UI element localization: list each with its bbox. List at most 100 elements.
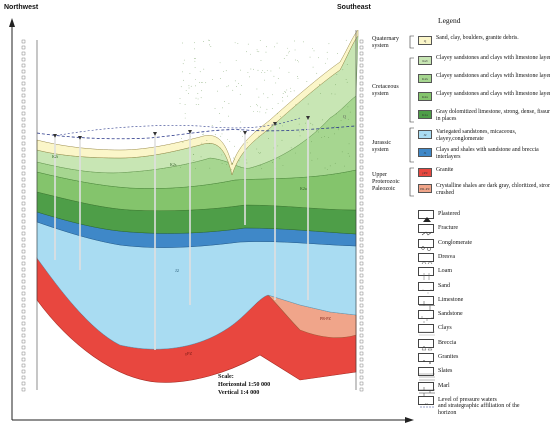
scale-tick <box>359 291 364 296</box>
scale-tick <box>21 363 26 368</box>
scale-tick <box>359 237 364 242</box>
stipple-dot <box>287 95 289 97</box>
pressure-water-icon: J2 <box>418 395 434 408</box>
stipple-dot <box>298 123 300 125</box>
stipple-dot <box>338 129 339 131</box>
stipple-dot <box>334 162 336 164</box>
stipple-dot <box>179 102 181 104</box>
stipple-dot <box>240 166 242 168</box>
stipple-dot <box>203 68 205 70</box>
stipple-dot <box>288 71 290 73</box>
stipple-dot <box>201 142 203 144</box>
stipple-dot <box>195 103 197 105</box>
stipple-dot <box>199 71 201 73</box>
stipple-dot <box>345 39 347 41</box>
stipple-dot <box>226 86 228 88</box>
stipple-dot <box>303 130 305 132</box>
stipple-dot <box>259 153 261 154</box>
stipple-dot <box>346 81 348 83</box>
stipple-dot <box>194 60 196 62</box>
stipple-dot <box>260 60 262 61</box>
stipple-dot <box>327 58 328 60</box>
scale-tick <box>21 381 26 386</box>
stipple-dot <box>210 46 212 47</box>
stipple-dot <box>195 85 196 87</box>
legend-title: Legend <box>438 16 461 25</box>
stipple-dot <box>313 50 315 52</box>
stipple-dot <box>319 84 320 85</box>
scale-tick <box>359 327 364 332</box>
legend-unit-text: Crystalline shales are dark gray, chlori… <box>436 183 550 196</box>
legend-swatch: K2a <box>418 92 432 101</box>
stipple-dot <box>246 51 247 53</box>
scale-tick <box>21 333 26 338</box>
scale-tick <box>359 153 364 158</box>
stipple-dot <box>250 68 252 70</box>
scale-tick <box>21 213 26 218</box>
stipple-dot <box>277 145 279 147</box>
legend-symbol-label: Slates <box>438 368 453 375</box>
scale-tick <box>21 375 26 380</box>
scale-tick <box>359 339 364 344</box>
stipple-dot <box>238 83 239 84</box>
sandstone-icon <box>418 310 434 323</box>
stipple-dot <box>297 76 298 77</box>
stipple-dot <box>274 46 275 48</box>
stipple-dot <box>346 64 348 65</box>
stipple-dot <box>234 159 235 161</box>
sand-icon <box>418 281 434 293</box>
stipple-dot <box>335 84 336 86</box>
stipple-dot <box>271 108 273 109</box>
legend-swatch: J2 <box>418 130 432 139</box>
stipple-dot <box>182 71 183 73</box>
stipple-dot <box>231 169 232 171</box>
stipple-dot <box>224 101 225 102</box>
stipple-dot <box>256 50 258 52</box>
stipple-dot <box>256 88 258 90</box>
stipple-dot <box>226 163 228 165</box>
well-head-marker <box>53 134 57 138</box>
stipple-dot <box>182 63 184 65</box>
scale-tick <box>359 195 364 200</box>
stipple-dot <box>340 120 342 121</box>
stipple-dot <box>347 106 349 108</box>
scale-tick <box>21 285 26 290</box>
stipple-dot <box>335 127 337 128</box>
stipple-dot <box>282 125 283 127</box>
stipple-dot <box>198 104 200 105</box>
scale-tick <box>359 285 364 290</box>
stipple-dot <box>229 141 231 142</box>
scale-tick <box>359 225 364 230</box>
stipple-dot <box>247 43 249 45</box>
scale-vertical: Vertical 1:4 000 <box>218 389 260 396</box>
stipple-dot <box>185 90 187 91</box>
stipple-dot <box>338 127 339 129</box>
stipple-dot <box>205 82 207 84</box>
stipple-dot <box>221 162 223 164</box>
stipple-dot <box>279 158 281 160</box>
layer-label-q: Q <box>343 114 346 119</box>
scale-tick <box>359 363 364 368</box>
stipple-dot <box>180 166 182 168</box>
stipple-dot <box>247 72 249 73</box>
stipple-dot <box>290 147 292 149</box>
stipple-dot <box>258 96 260 98</box>
system-quaternary: Quaternary system <box>372 36 399 49</box>
legend-symbol-label: Conglomerate <box>438 239 472 246</box>
stipple-dot <box>312 66 314 68</box>
legend-symbol-label: Marl <box>438 382 450 389</box>
stipple-dot <box>262 70 263 72</box>
stipple-dot <box>245 159 247 161</box>
pressure-water-level-line-2 <box>59 117 301 136</box>
scale-tick <box>359 273 364 278</box>
marl-icon <box>418 381 435 396</box>
stipple-dot <box>193 154 194 155</box>
stipple-dot <box>265 112 267 114</box>
x-axis-arrow <box>405 417 414 423</box>
stipple-dot <box>219 62 221 64</box>
stipple-dot <box>334 133 335 135</box>
scale-tick <box>21 225 26 230</box>
stipple-dot <box>312 124 314 126</box>
stipple-dot <box>326 168 328 170</box>
stipple-dot <box>211 125 213 126</box>
